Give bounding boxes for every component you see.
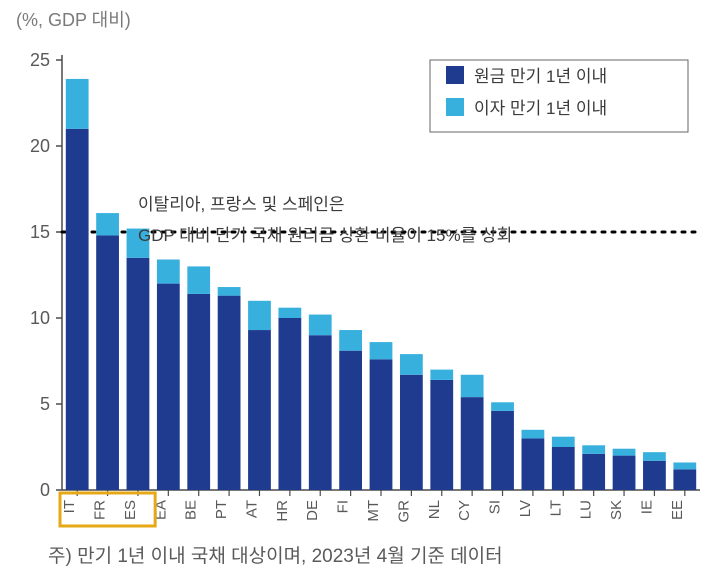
bar-principal <box>66 129 89 490</box>
bar-principal <box>430 380 453 490</box>
x-category-label: LT <box>547 500 564 516</box>
legend-swatch <box>446 66 464 84</box>
bar-principal <box>187 294 210 490</box>
bar-principal <box>96 235 119 490</box>
bar-interest <box>339 330 362 351</box>
y-tick-label: 0 <box>40 480 50 500</box>
legend-label: 원금 만기 1년 이내 <box>474 67 607 86</box>
bar-principal <box>157 284 180 490</box>
bar-principal <box>491 411 514 490</box>
bar-principal <box>127 258 150 490</box>
bar-principal <box>278 318 301 490</box>
bar-principal <box>339 351 362 490</box>
bar-interest <box>248 301 271 330</box>
x-category-label: FI <box>335 500 352 513</box>
bar-principal <box>218 296 241 490</box>
bar-interest <box>218 287 241 296</box>
bar-principal <box>643 461 666 490</box>
bar-interest <box>96 213 119 235</box>
bar-principal <box>309 335 332 490</box>
bar-interest <box>552 437 575 447</box>
bar-interest <box>582 445 605 454</box>
x-category-label: ES <box>122 500 139 520</box>
legend-label: 이자 만기 1년 이내 <box>474 99 607 118</box>
x-category-label: NL <box>426 500 443 519</box>
legend-swatch <box>446 98 464 116</box>
annotation-line2: GDP 대비 단기 국채 원리금 상환 비율이 15%를 상회 <box>138 226 512 245</box>
bar-interest <box>309 315 332 336</box>
y-axis-title: (%, GDP 대비) <box>16 10 131 30</box>
bar-interest <box>461 375 484 397</box>
x-category-label: BE <box>183 500 200 520</box>
x-category-label: HR <box>274 500 291 522</box>
bar-principal <box>248 330 271 490</box>
x-category-label: SI <box>487 500 504 514</box>
bar-interest <box>370 342 393 359</box>
x-category-label: MT <box>365 500 382 522</box>
bar-principal <box>673 469 696 490</box>
bar-interest <box>613 449 636 456</box>
x-category-label: DE <box>304 500 321 521</box>
bar-interest <box>187 266 210 294</box>
x-category-label: FR <box>92 500 109 520</box>
chart-svg: (%, GDP 대비)0510152025ITFRESEABEPTATHRDEF… <box>0 0 720 577</box>
y-tick-label: 10 <box>30 308 50 328</box>
bar-interest <box>673 462 696 469</box>
bar-interest <box>430 370 453 380</box>
bar-interest <box>643 452 666 461</box>
x-category-label: CY <box>456 500 473 521</box>
x-category-label: AT <box>243 500 260 518</box>
x-category-label: EE <box>669 500 686 520</box>
bar-principal <box>400 375 423 490</box>
y-tick-label: 20 <box>30 136 50 156</box>
bar-principal <box>552 447 575 490</box>
bar-principal <box>582 454 605 490</box>
x-category-label: IE <box>638 500 655 514</box>
chart-container: (%, GDP 대비)0510152025ITFRESEABEPTATHRDEF… <box>0 0 720 577</box>
bar-principal <box>522 438 545 490</box>
bar-interest <box>157 260 180 284</box>
y-tick-label: 15 <box>30 222 50 242</box>
annotation-line1: 이탈리아, 프랑스 및 스페인은 <box>138 195 345 214</box>
x-category-label: GR <box>395 500 412 523</box>
bar-principal <box>461 397 484 490</box>
bar-interest <box>278 308 301 318</box>
bar-interest <box>522 430 545 439</box>
x-category-label: PT <box>213 500 230 519</box>
x-category-label: SK <box>608 500 625 520</box>
bar-principal <box>370 359 393 490</box>
bar-interest <box>491 402 514 411</box>
bar-interest <box>66 79 89 129</box>
footnote: 주) 만기 1년 이내 국채 대상이며, 2023년 4월 기준 데이터 <box>48 545 503 567</box>
x-category-label: LU <box>578 500 595 519</box>
y-tick-label: 5 <box>40 394 50 414</box>
y-tick-label: 25 <box>30 50 50 70</box>
bar-interest <box>400 354 423 375</box>
x-category-label: LV <box>517 500 534 517</box>
x-category-label: IT <box>61 500 78 513</box>
bar-principal <box>613 456 636 490</box>
